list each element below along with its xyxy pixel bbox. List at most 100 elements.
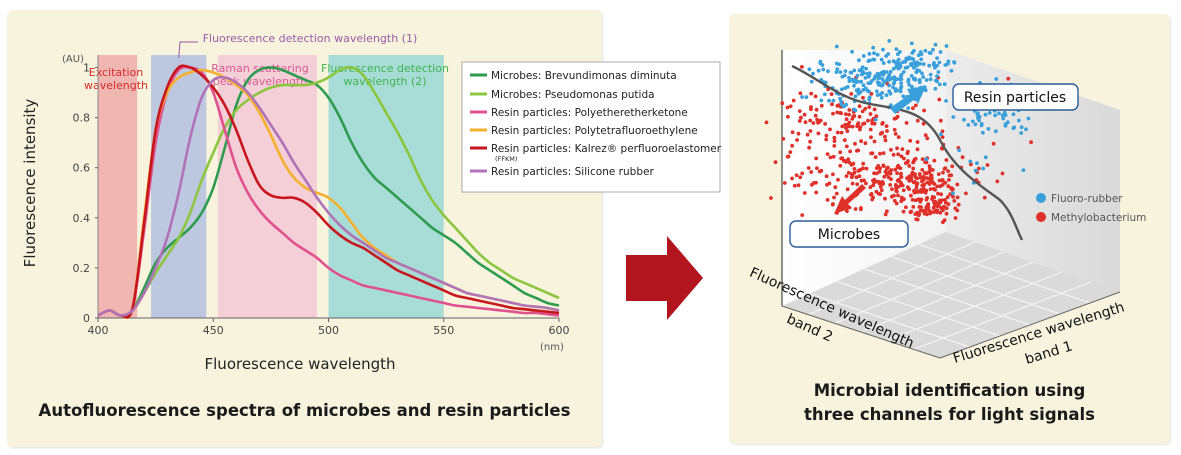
scatter-point-methylobacterium: [883, 138, 888, 143]
scatter-point-methylobacterium: [925, 180, 929, 185]
scatter-point-fluoro-rubber: [892, 81, 897, 85]
scatter-point-fluoro-rubber: [935, 63, 939, 68]
scatter-point-methylobacterium: [922, 108, 926, 113]
scatter-point-methylobacterium: [813, 113, 818, 118]
scatter-point-fluoro-rubber: [878, 92, 883, 97]
scatter-point-methylobacterium: [831, 202, 835, 206]
scatter-point-fluoro-rubber: [906, 57, 911, 61]
scatter-point-fluoro-rubber: [983, 155, 988, 160]
scatter-point-methylobacterium: [926, 205, 931, 210]
scatter-point-fluoro-rubber: [867, 52, 872, 56]
scatter-point-fluoro-rubber: [871, 45, 876, 50]
scatter-point-methylobacterium: [847, 124, 852, 129]
scatter-point-fluoro-rubber: [993, 113, 997, 118]
scatter-point-methylobacterium: [863, 106, 868, 111]
scatter-point-methylobacterium: [915, 118, 920, 123]
scatter-point-methylobacterium: [937, 198, 942, 203]
scatter-point-methylobacterium: [941, 170, 945, 175]
scatter-point-methylobacterium: [924, 197, 929, 202]
scatter-point-methylobacterium: [825, 182, 829, 187]
scatter-point-methylobacterium: [764, 120, 769, 125]
scatter-point-fluoro-rubber: [910, 51, 915, 55]
scatter-point-methylobacterium: [899, 154, 904, 159]
scatter-point-methylobacterium: [911, 160, 915, 165]
scatter-point-fluoro-rubber: [923, 88, 928, 93]
scatter-point-methylobacterium: [921, 183, 926, 188]
legend-box: [461, 61, 721, 193]
scatter-legend-swatch: [1036, 212, 1046, 222]
scatter-point-fluoro-rubber: [975, 161, 979, 166]
scatter-point-fluoro-rubber: [860, 69, 865, 73]
scatter-point-methylobacterium: [933, 199, 938, 204]
scatter-point-fluoro-rubber: [931, 47, 935, 52]
x-axis-label: Fluorescence wavelength: [205, 355, 396, 373]
scatter-point-methylobacterium: [815, 117, 820, 122]
scatter-point-fluoro-rubber: [875, 89, 879, 94]
scatter-point-methylobacterium: [960, 155, 965, 160]
scatter-point-methylobacterium: [854, 175, 859, 180]
scatter-point-fluoro-rubber: [852, 83, 856, 88]
scatter-point-fluoro-rubber: [973, 122, 978, 127]
separation-curve: [791, 64, 1024, 241]
scatter-point-methylobacterium: [836, 177, 840, 182]
scatter-point-methylobacterium: [916, 213, 921, 218]
scatter-point-methylobacterium: [888, 169, 892, 174]
scatter-point-fluoro-rubber: [942, 82, 947, 87]
scatter-point-methylobacterium: [844, 174, 849, 179]
scatter-point-methylobacterium: [943, 200, 948, 205]
scatter-point-methylobacterium: [831, 172, 835, 177]
scatter-point-fluoro-rubber: [921, 75, 926, 79]
scatter-point-fluoro-rubber: [1024, 127, 1028, 132]
scatter-point-methylobacterium: [913, 172, 917, 177]
scatter-point-methylobacterium: [969, 162, 973, 167]
x-unit-label: (nm): [540, 342, 564, 353]
scatter-point-methylobacterium: [859, 139, 863, 144]
scatter-point-methylobacterium: [802, 191, 807, 195]
scatter-point-fluoro-rubber: [863, 76, 868, 80]
scatter-point-methylobacterium: [845, 187, 850, 192]
scatter-point-methylobacterium: [931, 206, 936, 210]
scatter-point-methylobacterium: [905, 185, 910, 190]
scatter-point-fluoro-rubber: [899, 77, 904, 81]
scatter-point-methylobacterium: [850, 124, 855, 129]
scatter-point-methylobacterium: [894, 184, 898, 189]
scatter-point-fluoro-rubber: [943, 63, 948, 67]
scatter-point-fluoro-rubber: [879, 83, 884, 88]
scatter-point-fluoro-rubber: [928, 72, 933, 77]
scatter-point-methylobacterium: [844, 117, 849, 122]
scatter-point-methylobacterium: [853, 207, 858, 211]
scatter-point-fluoro-rubber: [835, 67, 840, 71]
scatter-point-fluoro-rubber: [912, 60, 917, 65]
scatter-point-methylobacterium: [794, 173, 799, 178]
left-caption: Autofluorescence spectra of microbes and…: [38, 401, 571, 420]
scatter-point-fluoro-rubber: [855, 73, 860, 78]
scatter-point-methylobacterium: [931, 180, 935, 185]
scatter-point-fluoro-rubber: [896, 57, 901, 62]
scatter-point-methylobacterium: [915, 147, 920, 152]
scatter-point-methylobacterium: [884, 172, 889, 177]
scatter-point-methylobacterium: [791, 98, 796, 103]
scatter-legend-swatch: [1036, 193, 1046, 203]
scatter-point-fluoro-rubber: [894, 77, 899, 81]
series-line-6: [97, 75, 560, 317]
scatter-point-methylobacterium: [806, 166, 811, 170]
scatter-point-fluoro-rubber: [976, 111, 980, 116]
scatter-point-methylobacterium: [868, 185, 873, 190]
scatter-point-fluoro-rubber: [898, 89, 903, 94]
scatter-point-fluoro-rubber: [951, 191, 955, 196]
floor-grid-line: [913, 281, 1092, 350]
scatter-point-fluoro-rubber: [856, 91, 861, 96]
scatter-point-methylobacterium: [941, 220, 945, 225]
scatter-point-methylobacterium: [852, 170, 857, 175]
scatter-point-methylobacterium: [911, 166, 916, 171]
scatter-point-fluoro-rubber: [924, 78, 929, 82]
scatter-point-methylobacterium: [921, 121, 926, 126]
legend-label: Resin particles: Kalrez® perfluoroelasto…: [491, 143, 722, 155]
scatter-point-fluoro-rubber: [800, 95, 804, 99]
scatter-point-methylobacterium: [944, 211, 949, 216]
scatter-point-fluoro-rubber: [981, 166, 986, 171]
scatter-point-methylobacterium: [809, 91, 814, 96]
scatter-point-methylobacterium: [861, 95, 865, 100]
scatter-point-methylobacterium: [946, 169, 950, 174]
